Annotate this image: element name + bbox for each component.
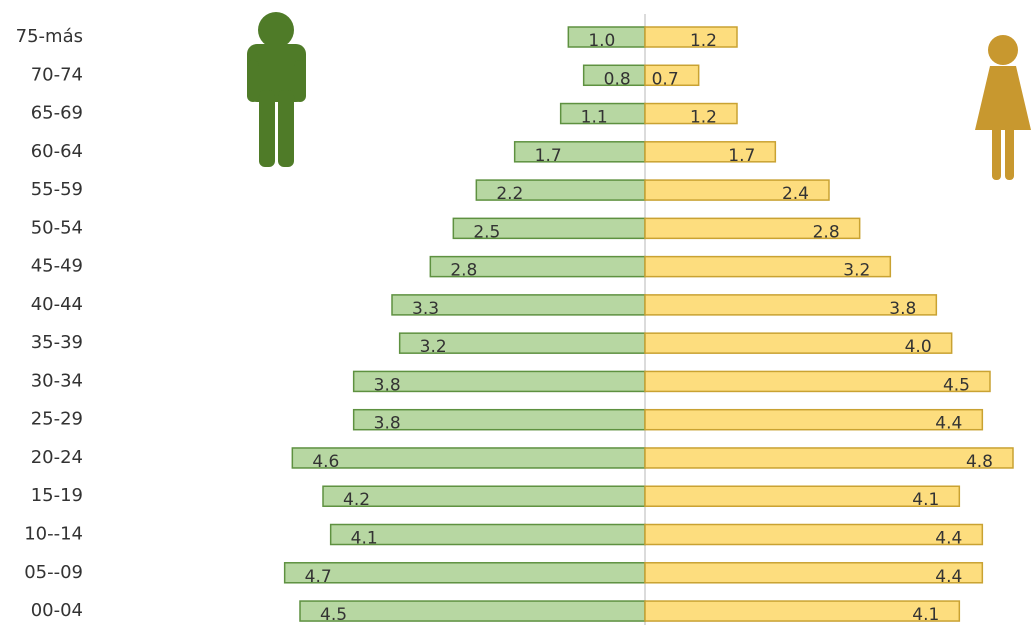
value-label: 2.5 xyxy=(473,222,500,242)
value-label: 1.2 xyxy=(690,108,717,128)
bar xyxy=(329,523,646,546)
value-label: 3.8 xyxy=(889,299,916,319)
value-label: 3.2 xyxy=(420,337,447,357)
value-label: 0.8 xyxy=(604,69,631,89)
y-tick-label: 45-49 xyxy=(31,256,83,277)
y-tick-label: 50-54 xyxy=(31,217,83,238)
y-tick-label: 20-24 xyxy=(31,447,83,468)
value-label: 4.4 xyxy=(935,414,962,434)
bar xyxy=(644,447,1014,469)
y-tick-label: 10--14 xyxy=(24,524,83,545)
bar xyxy=(299,600,646,622)
value-label: 1.0 xyxy=(588,31,615,51)
bar xyxy=(644,562,984,584)
y-tick-label: 25-29 xyxy=(31,409,83,430)
y-tick-label: 05--09 xyxy=(24,562,83,583)
bar xyxy=(644,332,953,354)
bar xyxy=(644,485,961,507)
bar xyxy=(283,562,646,584)
bar xyxy=(644,408,984,431)
value-label: 2.2 xyxy=(496,184,523,204)
value-label: 3.2 xyxy=(843,261,870,281)
y-tick-label: 30-34 xyxy=(31,370,83,391)
value-label: 4.5 xyxy=(320,605,347,625)
bar xyxy=(644,370,991,393)
bar xyxy=(644,294,938,316)
value-label: 3.8 xyxy=(374,414,401,434)
bar xyxy=(322,485,646,507)
value-label: 4.1 xyxy=(351,529,378,549)
bar xyxy=(644,102,738,125)
value-label: 4.5 xyxy=(943,375,970,395)
value-label: 4.1 xyxy=(912,605,939,625)
bar xyxy=(644,26,738,48)
y-tick-label: 00-04 xyxy=(31,600,83,621)
bar xyxy=(644,217,861,240)
y-tick-label: 15-19 xyxy=(31,485,83,506)
bar xyxy=(644,600,961,622)
bar xyxy=(644,523,984,546)
value-label: 4.0 xyxy=(905,337,932,357)
value-label: 4.4 xyxy=(935,529,962,549)
value-label: 2.4 xyxy=(782,184,809,204)
y-tick-label: 60-64 xyxy=(31,141,83,162)
value-label: 4.1 xyxy=(912,490,939,510)
value-label: 4.6 xyxy=(312,452,339,472)
value-label: 3.3 xyxy=(412,299,439,319)
male-icon xyxy=(247,12,306,167)
value-label: 1.7 xyxy=(535,146,562,166)
y-tick-label: 65-69 xyxy=(31,103,83,124)
y-tick-label: 70-74 xyxy=(31,64,83,85)
y-tick-label: 40-44 xyxy=(31,294,83,315)
y-tick-label: 55-59 xyxy=(31,179,83,200)
value-label: 1.2 xyxy=(690,31,717,51)
bar xyxy=(644,255,892,278)
y-tick-label: 75-más xyxy=(16,26,83,47)
bar xyxy=(644,141,777,163)
bar xyxy=(644,64,700,87)
bar xyxy=(644,179,830,201)
value-label: 0.7 xyxy=(652,69,679,89)
value-label: 2.8 xyxy=(813,222,840,242)
value-label: 2.8 xyxy=(450,261,477,281)
value-label: 1.1 xyxy=(581,108,608,128)
value-label: 4.4 xyxy=(935,567,962,587)
value-label: 4.7 xyxy=(305,567,332,587)
value-label: 3.8 xyxy=(374,375,401,395)
value-label: 4.8 xyxy=(966,452,993,472)
bar xyxy=(291,447,646,469)
y-tick-label: 35-39 xyxy=(31,332,83,353)
value-label: 4.2 xyxy=(343,490,370,510)
value-label: 1.7 xyxy=(728,146,755,166)
female-icon xyxy=(975,35,1031,180)
